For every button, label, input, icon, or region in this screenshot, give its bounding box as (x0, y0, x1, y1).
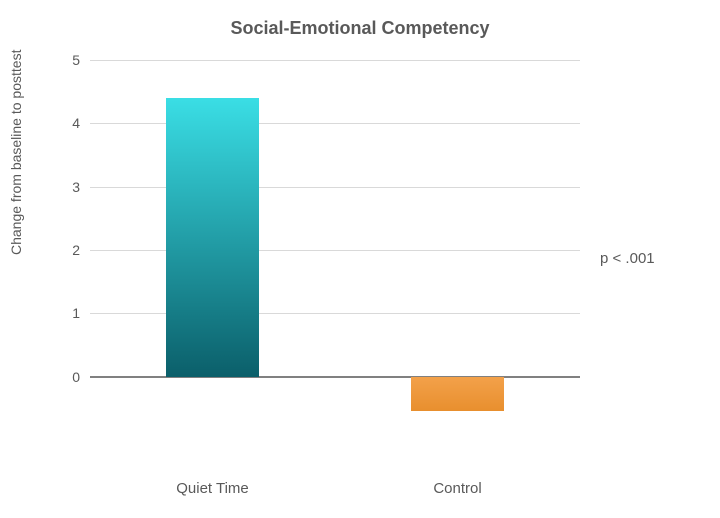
gridline (90, 313, 580, 314)
y-tick-label: 2 (72, 242, 80, 258)
y-axis-label: Change from baseline to posttest (8, 50, 24, 255)
bar-quiet-time (166, 98, 259, 377)
gridline (90, 187, 580, 188)
chart-title: Social-Emotional Competency (0, 18, 720, 39)
p-value-annotation: p < .001 (600, 250, 655, 267)
plot-area: 012345Quiet TimeControl (90, 60, 580, 440)
y-tick-label: 1 (72, 305, 80, 321)
zero-line (90, 376, 580, 378)
y-tick-label: 3 (72, 179, 80, 195)
y-tick-label: 0 (72, 369, 80, 385)
gridline (90, 250, 580, 251)
x-category-label: Quiet Time (176, 480, 249, 497)
gridline (90, 123, 580, 124)
chart-container: Social-Emotional Competency Change from … (0, 0, 720, 518)
x-category-label: Control (433, 480, 481, 497)
y-tick-label: 4 (72, 115, 80, 131)
bar-control (411, 377, 504, 412)
gridline (90, 60, 580, 61)
y-tick-label: 5 (72, 52, 80, 68)
